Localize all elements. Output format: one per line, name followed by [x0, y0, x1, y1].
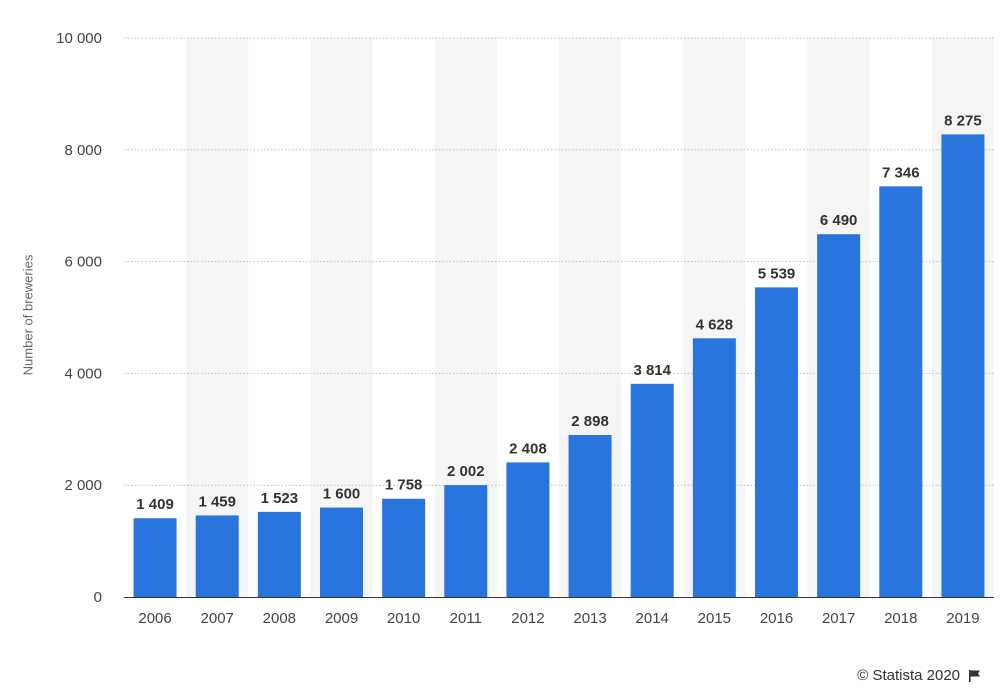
y-tick-label: 10 000 — [56, 30, 102, 47]
value-label: 3 814 — [633, 362, 671, 379]
bar-2007 — [195, 515, 239, 597]
y-tick-label: 8 000 — [64, 142, 102, 159]
bar-2012 — [506, 462, 550, 597]
x-tick-label: 2007 — [201, 610, 234, 627]
x-tick-label: 2008 — [263, 610, 296, 627]
value-label: 1 523 — [261, 490, 299, 507]
value-label: 2 898 — [571, 413, 609, 430]
x-tick-label: 2010 — [387, 610, 420, 627]
x-tick-label: 2018 — [884, 610, 917, 627]
y-tick-label: 0 — [94, 589, 102, 606]
value-label: 1 459 — [198, 493, 236, 510]
flag-icon[interactable] — [968, 669, 982, 683]
value-label: 5 539 — [758, 265, 796, 282]
bar-2018 — [879, 186, 923, 598]
band-2009 — [310, 38, 373, 597]
value-label: 1 600 — [323, 486, 361, 503]
y-tick-label: 4 000 — [64, 365, 102, 382]
x-tick-label: 2015 — [698, 610, 731, 627]
value-label: 4 628 — [696, 316, 734, 333]
x-tick-label: 2016 — [760, 610, 793, 627]
x-tick-label: 2009 — [325, 610, 358, 627]
x-tick-label: 2014 — [636, 610, 669, 627]
credit-text: © Statista 2020 — [857, 667, 960, 684]
source-credit[interactable]: © Statista 2020 — [857, 667, 982, 684]
x-tick-label: 2013 — [573, 610, 606, 627]
value-label: 8 275 — [944, 112, 982, 129]
bar-2006 — [133, 518, 177, 597]
band-2007 — [186, 38, 249, 597]
value-label: 7 346 — [882, 164, 920, 181]
value-label: 2 408 — [509, 440, 547, 457]
bar-2008 — [257, 511, 301, 597]
bar-2013 — [568, 435, 612, 597]
bar-2011 — [444, 485, 488, 597]
value-label: 1 758 — [385, 477, 423, 494]
bar-2010 — [382, 498, 426, 597]
y-axis-ticks: 0 2 000 4 000 6 000 8 000 10 000 — [56, 30, 102, 606]
bar-2014 — [630, 383, 674, 597]
bar-2015 — [692, 338, 736, 597]
bar-2016 — [755, 287, 798, 597]
bar-2019 — [941, 134, 985, 598]
y-tick-label: 6 000 — [64, 254, 102, 271]
x-tick-label: 2011 — [450, 610, 482, 627]
x-tick-label: 2006 — [138, 610, 171, 627]
x-tick-label: 2012 — [511, 610, 544, 627]
x-axis-ticks: 2006 2007 2008 2009 2010 2011 2012 2013 2014 2015… — [138, 610, 979, 627]
x-tick-label: 2019 — [946, 610, 979, 627]
value-label: 1 409 — [136, 496, 174, 513]
y-tick-label: 2 000 — [64, 477, 102, 494]
bar-2017 — [817, 234, 861, 598]
value-label: 6 490 — [820, 212, 858, 229]
y-axis-label: Number of breweries — [20, 254, 36, 376]
value-labels: 1 409 1 459 1 523 1 600 1 758 2 002 2 408 2 898… — [136, 112, 981, 513]
x-tick-label: 2017 — [822, 610, 855, 627]
bars — [133, 134, 985, 598]
bar-2009 — [320, 507, 363, 597]
value-label: 2 002 — [447, 463, 485, 480]
